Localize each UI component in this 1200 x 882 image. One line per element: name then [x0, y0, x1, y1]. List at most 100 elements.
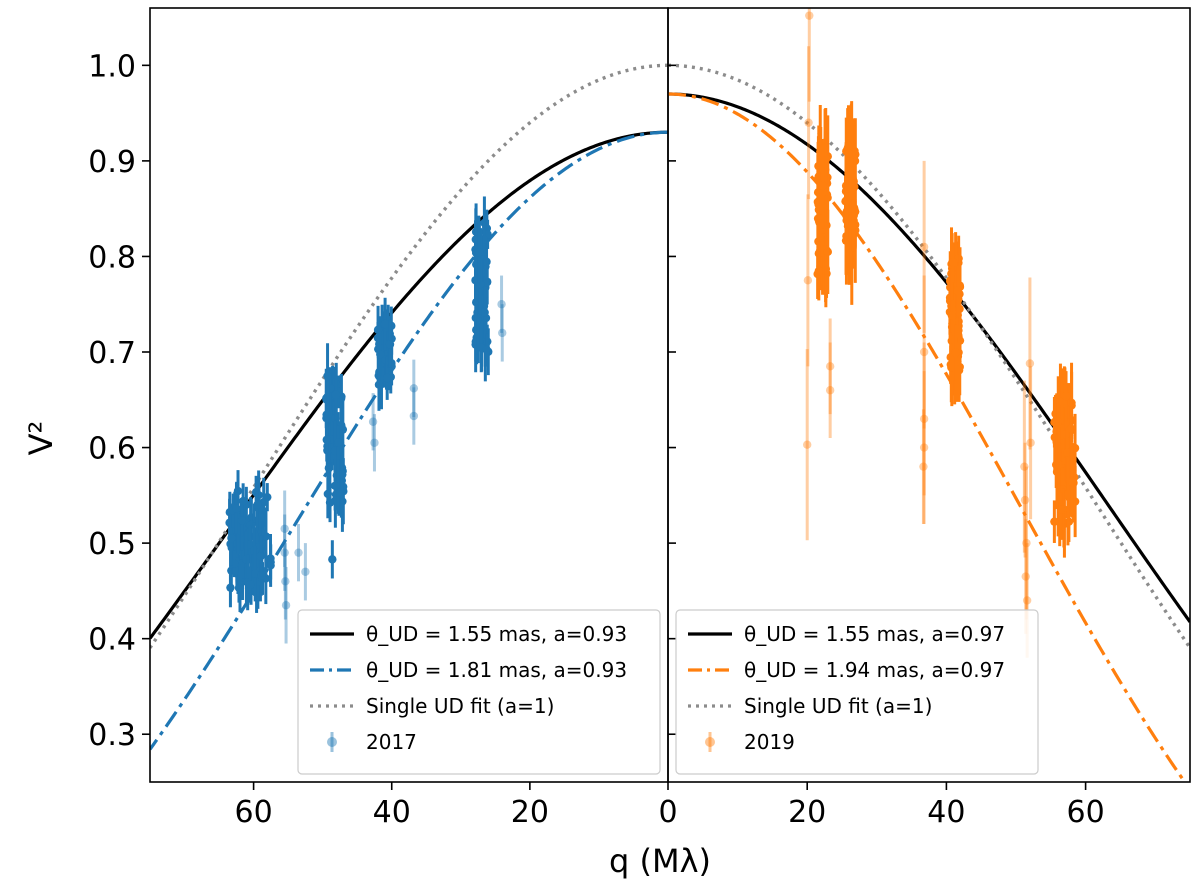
- legend-swatch: [705, 737, 715, 747]
- data-point: [409, 384, 419, 393]
- data-point: [266, 561, 275, 570]
- curve-dashdot: [668, 92, 1187, 782]
- data-point: [1022, 538, 1031, 548]
- data-point: [232, 504, 241, 513]
- data-point: [1020, 462, 1029, 471]
- data-point: [322, 435, 331, 444]
- legend-label: Single UD fit (a=1): [366, 694, 554, 718]
- data-point: [250, 569, 260, 578]
- data-point: [1066, 424, 1076, 433]
- data-point: [825, 362, 835, 371]
- data-point: [480, 308, 489, 317]
- y-tick-label: 0.6: [88, 432, 136, 467]
- data-point: [818, 181, 827, 190]
- data-point: [256, 552, 265, 561]
- x-tick-label: 40: [373, 795, 411, 830]
- y-axis-label: V²: [22, 421, 60, 456]
- data-point: [238, 496, 248, 506]
- data-point: [246, 580, 255, 589]
- data-point: [1025, 359, 1035, 368]
- data-point: [1054, 460, 1063, 469]
- panel-frame: [667, 7, 1191, 783]
- data-point: [301, 567, 310, 576]
- data-point: [1050, 517, 1059, 526]
- data-point: [1061, 391, 1071, 401]
- legend-label: θ_UD = 1.55 mas, a=0.93: [366, 622, 627, 646]
- data-point: [804, 118, 813, 127]
- y-tick-label: 1.0: [88, 49, 136, 84]
- y-tick-label: 0.8: [88, 240, 136, 275]
- data-point: [1026, 438, 1035, 447]
- panel-2017: [149, 7, 669, 783]
- legend-swatch: [327, 737, 337, 747]
- data-point: [1068, 477, 1077, 487]
- data-point: [370, 438, 379, 447]
- data-point: [253, 500, 262, 509]
- data-point: [385, 340, 395, 349]
- legend-layer: θ_UD = 1.55 mas, a=0.93 θ_UD = 1.81 mas, …: [297, 609, 1039, 775]
- y-tick-label: 0.3: [88, 718, 136, 753]
- data-point: [334, 438, 343, 447]
- plot-layer: [149, 7, 1191, 783]
- data-point: [227, 533, 236, 543]
- data-point: [331, 390, 341, 400]
- data-point: [482, 345, 491, 355]
- data-point: [338, 470, 347, 479]
- x-axis-label: q (Mλ): [609, 842, 711, 880]
- data-point: [380, 319, 390, 329]
- data-point: [1053, 417, 1063, 427]
- data-point: [919, 347, 929, 357]
- data-point: [1020, 495, 1030, 505]
- data-point: [323, 489, 333, 499]
- data-point: [803, 276, 813, 285]
- data-point: [409, 411, 419, 421]
- data-point: [226, 583, 235, 592]
- data-point: [825, 386, 835, 395]
- data-point: [498, 328, 507, 338]
- legend-box: [675, 609, 1039, 775]
- data-point: [1062, 448, 1072, 457]
- data-point: [368, 417, 378, 426]
- legend-label: θ_UD = 1.81 mas, a=0.93: [366, 658, 627, 682]
- x-tick-label: 60: [1067, 795, 1105, 830]
- data-point: [328, 555, 337, 564]
- y-tick-label: 0.9: [88, 145, 136, 180]
- data-point: [482, 278, 492, 287]
- x-tick-label: 0: [658, 795, 677, 830]
- data-point: [848, 221, 857, 230]
- curve-solid: [150, 130, 668, 640]
- data-point: [951, 348, 960, 357]
- data-point: [844, 149, 853, 158]
- legend-box: [297, 609, 661, 775]
- data-point: [475, 248, 484, 257]
- x-tick-label: 20: [788, 795, 826, 830]
- curve-dotted: [668, 63, 1190, 649]
- legend-label: θ_UD = 1.94 mas, a=0.97: [744, 658, 1005, 682]
- data-point: [280, 524, 289, 533]
- x-tick-label: 40: [927, 795, 965, 830]
- panel-2019: [667, 7, 1191, 783]
- data-point: [374, 380, 384, 389]
- x-tick-label: 20: [511, 795, 549, 830]
- data-point: [919, 443, 929, 452]
- data-point: [1056, 505, 1066, 514]
- data-point: [1022, 596, 1032, 605]
- axes-layer: V² q (Mλ) 60 40 20 0.3 0.4 0.5 0.6 0.7 0.8 0.9 1.0…: [22, 49, 1105, 880]
- data-point: [1064, 489, 1073, 499]
- data-point: [281, 601, 291, 610]
- y-tick-label: 0.7: [88, 336, 136, 371]
- curve-dotted: [150, 63, 668, 649]
- data-point: [280, 548, 289, 557]
- data-point: [263, 492, 272, 502]
- legend-label: θ_UD = 1.55 mas, a=0.97: [744, 622, 1005, 646]
- legend-2017: θ_UD = 1.55 mas, a=0.93 θ_UD = 1.81 mas, …: [297, 609, 661, 775]
- data-point: [803, 440, 812, 449]
- data-point: [373, 325, 383, 335]
- data-point: [919, 462, 928, 471]
- data-point: [842, 196, 851, 205]
- data-point: [330, 481, 340, 490]
- x-tick-label: 60: [235, 795, 273, 830]
- legend-label: 2017: [366, 730, 417, 754]
- panel-plot-area: [150, 63, 668, 751]
